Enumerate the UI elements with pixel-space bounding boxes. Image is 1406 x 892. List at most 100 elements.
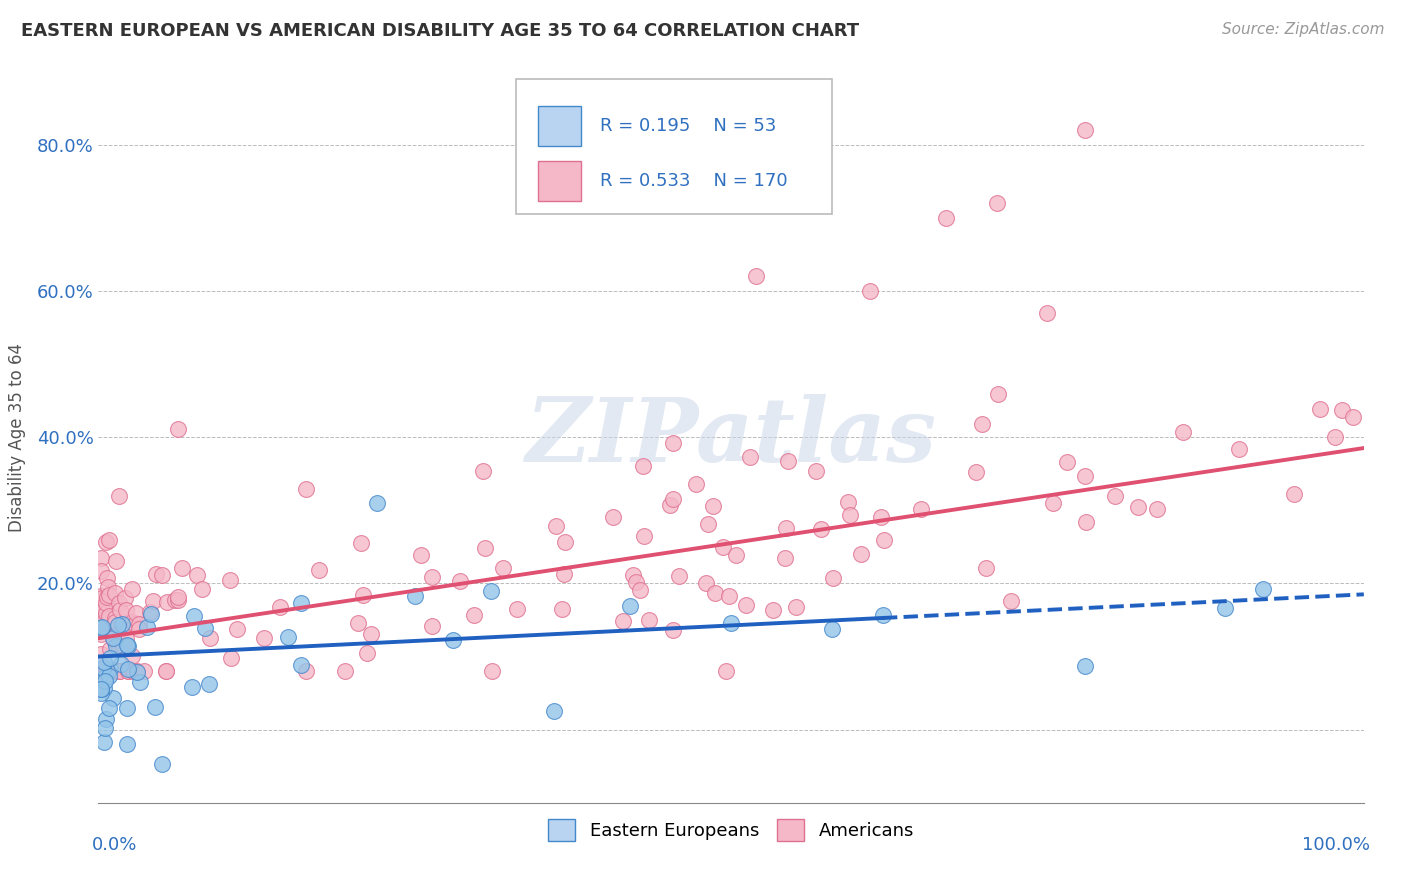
Point [93, 618, 115, 632]
Point [96, 664, 118, 678]
Point [1000, 594, 1022, 608]
Point [129, 675, 152, 690]
Point [702, 499, 724, 513]
Point [1073, 468, 1095, 483]
Point [121, 648, 143, 663]
Point [93, 735, 115, 749]
Point [404, 589, 426, 603]
Point [103, 632, 125, 647]
Point [138, 605, 160, 619]
Point [965, 466, 987, 480]
Point [662, 623, 685, 637]
Point [91, 664, 114, 678]
Point [474, 541, 496, 555]
Point [91, 615, 114, 630]
Point [91, 617, 114, 632]
Point [114, 591, 136, 605]
Text: R = 0.533    N = 170: R = 0.533 N = 170 [599, 172, 787, 190]
Point [91, 604, 114, 618]
Point [449, 574, 471, 589]
Point [1324, 429, 1347, 443]
Point [117, 664, 139, 678]
Point [91, 660, 114, 674]
Point [101, 631, 124, 645]
Point [711, 541, 734, 555]
Point [638, 613, 661, 627]
Point [290, 596, 312, 610]
Point [873, 533, 896, 547]
Point [91, 664, 114, 678]
Point [117, 639, 139, 653]
Point [662, 491, 685, 506]
Point [117, 737, 139, 751]
Point [553, 567, 575, 582]
Point [90, 664, 112, 678]
Point [987, 386, 1010, 401]
Point [1251, 582, 1274, 596]
Point [773, 550, 796, 565]
Point [108, 641, 131, 656]
Point [810, 522, 832, 536]
Point [90, 681, 112, 696]
Point [837, 495, 859, 509]
Point [253, 632, 276, 646]
Point [125, 606, 148, 620]
Point [142, 594, 165, 608]
Point [972, 417, 994, 432]
Point [94, 712, 117, 726]
Point [716, 664, 738, 678]
Point [859, 284, 882, 298]
Point [105, 554, 128, 568]
Point [104, 586, 127, 600]
Point [96, 571, 118, 585]
Point [463, 608, 485, 623]
Point [90, 627, 112, 641]
Point [295, 482, 318, 496]
Point [602, 509, 624, 524]
Point [821, 622, 844, 636]
Point [735, 598, 758, 612]
Point [194, 620, 217, 634]
Point [778, 454, 800, 468]
Point [110, 657, 132, 672]
Point [181, 680, 204, 694]
Point [107, 618, 129, 632]
Point [839, 508, 862, 522]
Point [1213, 600, 1236, 615]
Point [869, 510, 891, 524]
Point [420, 570, 443, 584]
Point [621, 568, 644, 582]
Point [1128, 500, 1150, 515]
Point [98, 700, 121, 714]
Point [115, 639, 138, 653]
FancyBboxPatch shape [516, 78, 832, 214]
Point [98, 533, 121, 547]
Text: ZIPatlas: ZIPatlas [526, 394, 936, 480]
Point [156, 594, 179, 608]
Point [96, 590, 118, 604]
Point [94, 670, 117, 684]
Point [90, 664, 112, 678]
Point [352, 588, 374, 602]
Point [695, 576, 717, 591]
Point [98, 669, 121, 683]
Point [1171, 425, 1194, 439]
Point [1341, 410, 1364, 425]
Point [93, 615, 115, 630]
Point [1036, 306, 1059, 320]
Point [108, 596, 131, 610]
Point [1074, 123, 1097, 137]
Point [100, 664, 122, 678]
Text: 0.0%: 0.0% [93, 836, 138, 854]
Point [91, 591, 114, 605]
Point [631, 458, 654, 473]
Point [93, 681, 115, 695]
Point [105, 628, 128, 642]
Point [90, 607, 112, 621]
Point [308, 563, 330, 577]
Point [90, 681, 112, 696]
Point [221, 650, 243, 665]
Point [93, 664, 115, 678]
Point [117, 700, 139, 714]
Point [127, 665, 149, 679]
